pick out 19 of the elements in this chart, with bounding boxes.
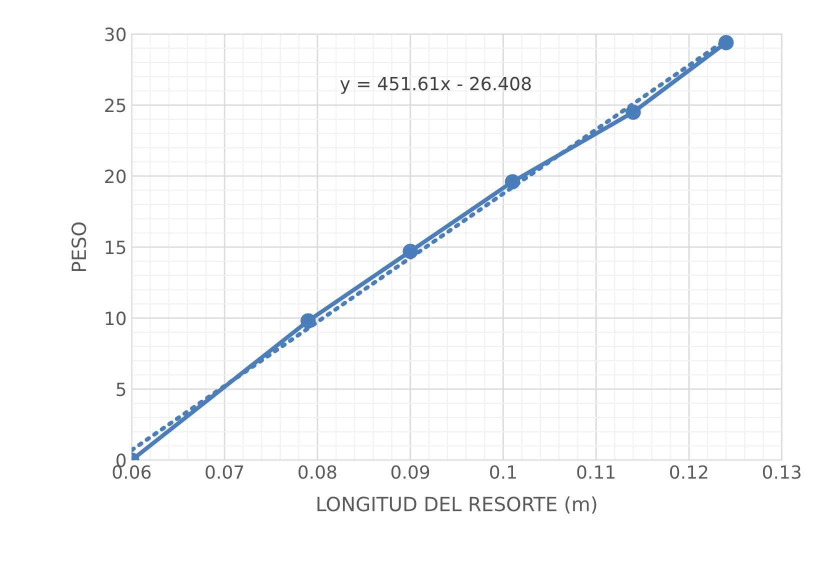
- x-tick-label: 0.1: [490, 465, 516, 479]
- y-tick-label: 15: [106, 240, 126, 254]
- x-tick-label: 0.13: [762, 465, 801, 479]
- annotation: y = 451.61x - 26.408: [340, 76, 531, 94]
- x-tick-label: 0.07: [206, 465, 244, 479]
- y-tick-label: 0: [116, 454, 126, 468]
- y-tick-label: 30: [105, 28, 126, 42]
- x-tick-label: 0.12: [670, 465, 708, 479]
- x-tick-label: 0.08: [298, 465, 336, 479]
- x-axis-title: LONGITUD DEL RESORTE (m): [318, 496, 596, 514]
- y-tick-label: 20: [105, 170, 126, 184]
- y-tick-label: 10: [106, 312, 126, 326]
- x-tick-label: 0.06: [112, 465, 151, 479]
- y-tick-label: 5: [116, 382, 126, 396]
- y-tick-label: 25: [105, 98, 126, 112]
- x-tick-label: 0.09: [391, 465, 430, 479]
- y-axis-title: PESO: [71, 222, 86, 272]
- x-tick-label: 0.11: [577, 465, 615, 479]
- point: [626, 104, 641, 120]
